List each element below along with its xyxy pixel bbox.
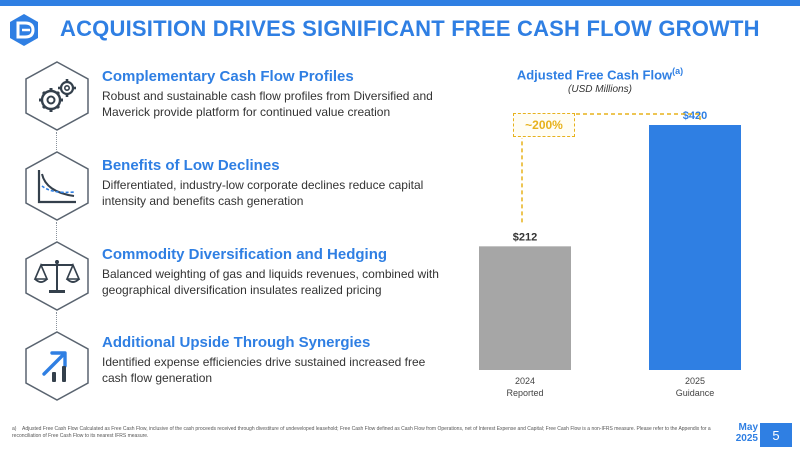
feature-synergies: Additional Upside Through Synergies Iden… — [102, 334, 442, 386]
feature-description: Balanced weighting of gas and liquids re… — [102, 267, 439, 297]
chart-title: Adjusted Free Cash Flow(a) — [490, 66, 710, 82]
bar-2025 — [649, 125, 741, 370]
balance-scale-icon — [25, 241, 89, 311]
date-month: May — [738, 422, 758, 433]
rail-connector — [56, 312, 57, 330]
feature-commodity-diversification: Commodity Diversification and Hedging Ba… — [102, 246, 442, 298]
feature-low-declines: Benefits of Low Declines Differentiated,… — [102, 157, 442, 209]
feature-description: Identified expense efficiencies drive su… — [102, 355, 426, 385]
rail-connector — [56, 132, 57, 150]
x-tick-label: Guidance — [676, 388, 715, 398]
growth-connector-right — [576, 113, 701, 120]
company-logo-icon — [10, 14, 38, 46]
free-cash-flow-bar-chart: $212 2024 Reported $420 2025 Guidance — [479, 110, 741, 398]
feature-title: Commodity Diversification and Hedging — [102, 246, 388, 263]
x-tick-label: Reported — [506, 388, 543, 398]
feature-cash-flow-profiles: Complementary Cash Flow Profiles Robust … — [102, 68, 442, 120]
feature-icon-rail — [22, 60, 92, 401]
x-tick-year: 2025 — [685, 376, 705, 386]
footnote-marker: a) — [12, 426, 17, 432]
slide-title: ACQUISITION DRIVES SIGNIFICANT FREE CASH… — [60, 16, 760, 41]
chart-title-text: Adjusted Free Cash Flow — [516, 67, 673, 83]
feature-description: Differentiated, industry-low corporate d… — [102, 178, 424, 208]
data-label: $212 — [513, 231, 537, 243]
chart-subtitle: (USD Millions) — [568, 84, 632, 95]
feature-title: Additional Upside Through Synergies — [102, 334, 371, 351]
top-accent-stripe — [0, 0, 800, 6]
decline-curve-icon — [25, 151, 89, 221]
data-label: $420 — [683, 110, 707, 122]
feature-description: Robust and sustainable cash flow profile… — [102, 89, 433, 119]
date-label: May 2025 — [728, 422, 758, 444]
page-number: 5 — [760, 423, 792, 447]
gears-icon — [25, 61, 89, 131]
bar-2024 — [479, 246, 571, 370]
feature-title: Complementary Cash Flow Profiles — [102, 68, 354, 85]
footnote: a) Adjusted Free Cash Flow Calculated as … — [12, 426, 712, 440]
growth-arrow-icon — [25, 331, 89, 401]
rail-connector — [56, 222, 57, 240]
date-year: 2025 — [735, 433, 758, 444]
footnote-text: Adjusted Free Cash Flow Calculated as Fr… — [12, 426, 711, 439]
x-tick-year: 2024 — [515, 376, 535, 386]
chart-title-footnote-marker: (a) — [672, 66, 684, 76]
feature-title: Benefits of Low Declines — [102, 157, 280, 174]
growth-annotation: ~200% — [513, 113, 575, 137]
